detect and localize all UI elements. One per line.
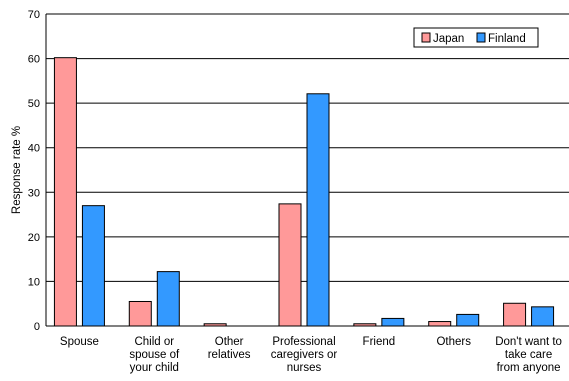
x-category-label-line: caregivers or	[271, 349, 338, 361]
legend-label-finland: Finland	[488, 33, 526, 45]
y-tick-label: 60	[28, 54, 40, 66]
legend-label-japan: Japan	[433, 33, 464, 45]
x-category-label: Friend	[363, 336, 396, 348]
bar-japan-3	[278, 203, 302, 327]
x-category-label-line: spouse of	[129, 349, 180, 361]
x-category-label: Child or spouse of your child	[129, 336, 180, 374]
y-tick-label: 20	[28, 232, 40, 244]
x-category-label: Others	[436, 336, 471, 348]
bar-finland-5	[456, 313, 480, 327]
bar-japan-1	[128, 300, 152, 327]
bar-finland-1	[156, 271, 180, 327]
x-category-label-line: Other	[215, 336, 244, 348]
y-tick-label: 70	[28, 9, 40, 21]
x-category-label-line: relatives	[208, 349, 251, 361]
y-tick-label: 50	[28, 98, 40, 110]
y-tick-label: 40	[28, 143, 40, 155]
x-category-label-line: take care	[505, 349, 552, 361]
bar-finland-3	[306, 93, 330, 327]
x-category-label-line: Friend	[363, 336, 396, 348]
x-category-label: Don't want to take care from anyone	[495, 336, 562, 374]
bar-finland-6	[531, 306, 555, 327]
x-category-label: Professional caregivers or nurses	[271, 336, 338, 374]
x-category-label-line: nurses	[287, 362, 322, 374]
x-category-label-line: from anyone	[497, 362, 561, 374]
x-category-label: Spouse	[60, 336, 99, 348]
legend: Japan Finland	[413, 27, 539, 48]
axes	[45, 14, 569, 327]
x-category-label-line: Child or	[134, 336, 174, 348]
x-category-label: Other relatives	[208, 336, 251, 361]
x-category-label-line: Professional	[272, 336, 335, 348]
legend-swatch-japan	[421, 32, 431, 43]
y-tick-label: 10	[28, 276, 40, 288]
y-tick-label: 30	[28, 187, 40, 199]
bar-finland-0	[81, 205, 105, 327]
x-category-label-line: Don't want to	[495, 336, 562, 348]
bars	[53, 57, 555, 327]
y-tick-labels: 0 10 20 30 40 50 60 70	[28, 9, 40, 333]
x-category-label-line: Spouse	[60, 336, 99, 348]
bar-japan-5	[428, 321, 452, 327]
y-axis-title: Response rate %	[11, 126, 23, 214]
x-category-label-line: your child	[130, 362, 179, 374]
x-category-labels: Spouse Child or spouse of your child Other re…	[60, 336, 562, 374]
x-category-label-line: Others	[436, 336, 471, 348]
bar-finland-4	[381, 317, 405, 327]
y-tick-label: 0	[34, 321, 40, 333]
bar-japan-6	[503, 302, 527, 327]
legend-box	[413, 27, 539, 48]
legend-swatch-finland	[476, 32, 486, 43]
bar-japan-0	[53, 57, 77, 327]
